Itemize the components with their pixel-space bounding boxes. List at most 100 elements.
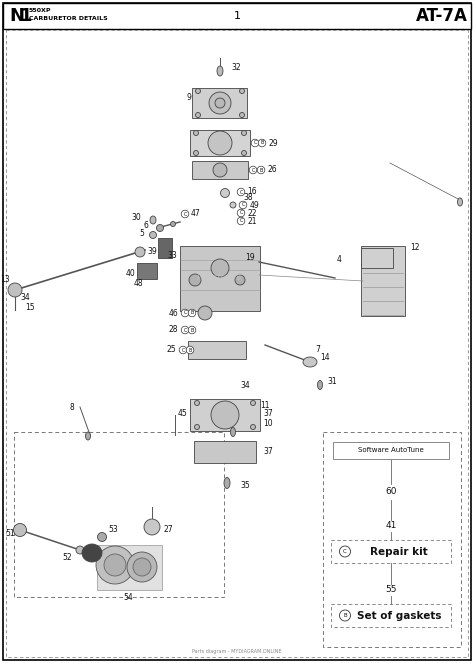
Ellipse shape: [211, 259, 229, 277]
Ellipse shape: [198, 306, 212, 320]
Ellipse shape: [76, 546, 84, 554]
Text: 46: 46: [168, 308, 178, 318]
Text: 27: 27: [164, 524, 173, 534]
Bar: [361, 248, 393, 268]
Ellipse shape: [127, 552, 157, 582]
Text: 1: 1: [20, 7, 33, 25]
Circle shape: [251, 139, 259, 147]
Ellipse shape: [318, 381, 322, 389]
Text: 37: 37: [263, 448, 273, 457]
Ellipse shape: [239, 113, 245, 117]
Bar: [323, 432, 461, 647]
Bar: [158, 238, 172, 258]
Ellipse shape: [241, 151, 246, 156]
Text: 54: 54: [123, 593, 133, 601]
Ellipse shape: [8, 283, 22, 297]
Text: 550XP: 550XP: [29, 9, 52, 13]
Text: 8: 8: [69, 404, 74, 412]
Text: 53: 53: [108, 524, 118, 534]
Ellipse shape: [241, 131, 246, 135]
Ellipse shape: [193, 131, 199, 135]
Text: 31: 31: [327, 377, 337, 387]
Ellipse shape: [149, 231, 156, 239]
Text: 9: 9: [187, 93, 192, 103]
Text: 15: 15: [25, 304, 35, 312]
Circle shape: [339, 546, 350, 557]
Bar: [137, 263, 157, 279]
Text: 21: 21: [248, 217, 257, 225]
Ellipse shape: [250, 400, 255, 406]
Ellipse shape: [303, 357, 317, 367]
Bar: [194, 441, 256, 463]
Text: 47: 47: [191, 210, 201, 219]
Bar: [331, 604, 451, 627]
Text: 35: 35: [240, 481, 250, 491]
Circle shape: [181, 326, 189, 333]
Circle shape: [237, 210, 245, 217]
Text: 26: 26: [268, 166, 278, 174]
Ellipse shape: [239, 88, 245, 93]
Text: 41: 41: [385, 522, 397, 530]
Text: 7: 7: [315, 345, 320, 355]
Text: B: B: [343, 613, 347, 618]
Text: 6: 6: [143, 221, 148, 229]
Ellipse shape: [13, 524, 27, 536]
Text: 37: 37: [263, 408, 273, 418]
Text: 40: 40: [125, 269, 135, 278]
Ellipse shape: [133, 558, 151, 576]
Circle shape: [237, 188, 245, 196]
Text: 22: 22: [248, 208, 257, 217]
Text: 29: 29: [269, 139, 279, 147]
Bar: [192, 88, 247, 118]
Ellipse shape: [224, 477, 230, 489]
Bar: [180, 245, 260, 310]
Ellipse shape: [104, 554, 126, 576]
Text: 16: 16: [247, 188, 256, 196]
Circle shape: [179, 346, 187, 354]
Ellipse shape: [220, 188, 229, 198]
Text: C: C: [182, 347, 185, 353]
Text: 10: 10: [263, 420, 273, 428]
Text: C: C: [239, 210, 243, 215]
Text: 60: 60: [385, 487, 397, 497]
Text: AT-7A: AT-7A: [416, 7, 468, 25]
Bar: [361, 246, 405, 316]
Circle shape: [239, 201, 247, 209]
Ellipse shape: [98, 532, 107, 542]
Text: Parts diagram - MYDIAGRAM.ONLINE: Parts diagram - MYDIAGRAM.ONLINE: [192, 650, 282, 654]
Ellipse shape: [211, 401, 239, 429]
Bar: [98, 544, 163, 589]
Text: 38: 38: [243, 194, 253, 202]
Ellipse shape: [230, 202, 236, 208]
Text: 48: 48: [133, 278, 143, 288]
Ellipse shape: [230, 428, 236, 436]
Ellipse shape: [195, 113, 201, 117]
FancyBboxPatch shape: [333, 442, 449, 459]
Ellipse shape: [457, 198, 463, 206]
Text: 32: 32: [231, 64, 241, 72]
Ellipse shape: [194, 400, 200, 406]
Circle shape: [188, 309, 196, 317]
Text: B: B: [191, 328, 194, 333]
Text: 51: 51: [5, 528, 15, 538]
Bar: [192, 161, 248, 179]
Text: C: C: [253, 141, 257, 145]
Ellipse shape: [144, 519, 160, 535]
Circle shape: [186, 346, 194, 354]
Bar: [331, 540, 451, 563]
Ellipse shape: [195, 88, 201, 93]
Circle shape: [257, 166, 265, 174]
Ellipse shape: [82, 544, 102, 562]
Ellipse shape: [150, 216, 156, 224]
Ellipse shape: [217, 66, 223, 76]
Text: 11: 11: [260, 400, 270, 410]
Text: B: B: [191, 310, 194, 316]
Circle shape: [249, 166, 257, 174]
Text: C: C: [183, 328, 187, 333]
Circle shape: [181, 210, 189, 218]
Text: C: C: [241, 202, 245, 208]
Ellipse shape: [85, 432, 91, 440]
Text: C: C: [239, 219, 243, 223]
Text: 39: 39: [147, 247, 157, 257]
Bar: [14, 432, 224, 597]
